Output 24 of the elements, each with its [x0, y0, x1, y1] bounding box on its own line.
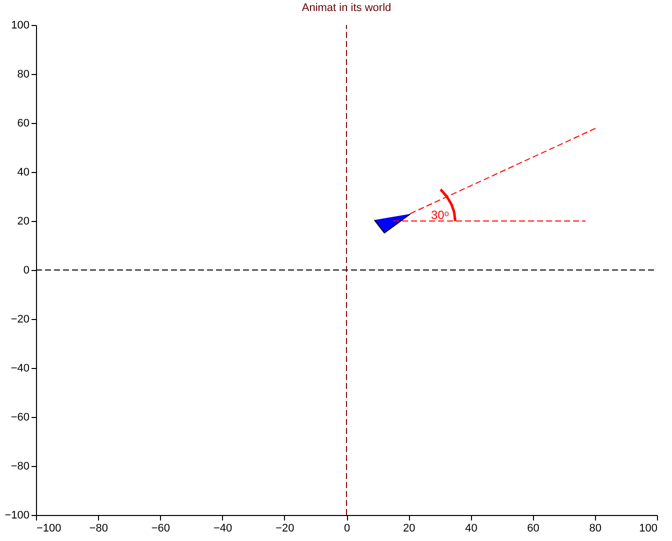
y-tick-label: −40 — [10, 362, 30, 374]
y-tick-label: 100 — [11, 20, 30, 32]
x-tick-label: 40 — [465, 522, 478, 534]
y-tick-label: 40 — [17, 166, 30, 178]
x-tick-label: −20 — [276, 522, 294, 534]
annotation: 30ᵒ — [431, 208, 450, 222]
y-tick-label: −20 — [10, 314, 30, 326]
y-tick-label: 0 — [23, 264, 30, 276]
y-tick-label: −80 — [10, 460, 30, 472]
x-tick-label: 20 — [402, 522, 416, 534]
x-tick-label: −80 — [89, 522, 108, 534]
y-tick-label: −60 — [10, 412, 30, 424]
x-tick-label: 0 — [344, 522, 350, 534]
x-tick-label: 60 — [527, 522, 540, 534]
x-tick-label: −100 — [36, 522, 62, 534]
y-tick-label: 20 — [17, 216, 30, 228]
x-tick-label: 100 — [639, 522, 658, 534]
y-tick-label: 60 — [17, 118, 30, 130]
y-tick-label: 80 — [17, 68, 30, 80]
chart-title: Animat in its world — [302, 2, 392, 14]
y-tick-label: −100 — [4, 510, 30, 522]
x-tick-label: −60 — [151, 522, 170, 534]
x-tick-label: 80 — [589, 522, 602, 534]
x-tick-label: −40 — [213, 522, 232, 534]
